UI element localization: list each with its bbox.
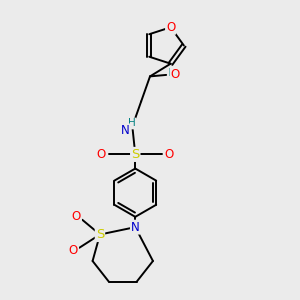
Text: S: S [96, 228, 104, 241]
Text: O: O [166, 21, 175, 34]
Text: O: O [69, 244, 78, 257]
Text: O: O [170, 68, 180, 81]
Text: S: S [131, 148, 140, 161]
Text: O: O [97, 148, 106, 161]
Text: O: O [164, 148, 174, 161]
Text: H: H [128, 118, 136, 128]
Text: N: N [131, 220, 140, 234]
Text: O: O [72, 210, 81, 223]
Text: H: H [168, 68, 176, 78]
Text: N: N [121, 124, 129, 137]
